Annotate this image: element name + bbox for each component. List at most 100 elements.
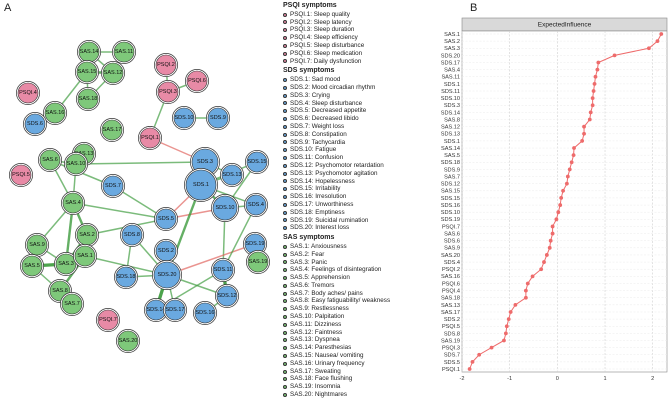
legend-item: SDS.2: Mood circadian rhythm (283, 84, 483, 92)
legend-item-label: SAS.10: Palpitation (290, 313, 345, 321)
ei-y-tick-label: SDS.8 (444, 331, 460, 337)
ei-y-tick-label: SDS.9 (444, 167, 460, 173)
legend-dot-icon (283, 353, 287, 358)
network-edge (72, 202, 167, 220)
node-label: SAS.7 (64, 301, 80, 307)
legend-item-label: SAS.7: Body aches/ pains (290, 289, 363, 297)
legend-item-label: PSQI.1: Sleep quality (290, 10, 350, 18)
legend-dot-icon (283, 226, 287, 231)
legend-item-label: SDS.8: Constipation (290, 130, 347, 138)
legend-item-label: SAS.3: Panic (290, 258, 328, 266)
ei-y-tick-label: SDS.13 (441, 132, 460, 138)
legend-item: SDS.3: Crying (283, 92, 483, 100)
ei-x-tick-label: 1 (603, 376, 606, 382)
network-node-sas-9: SAS.9 (25, 233, 49, 257)
network-node-sas-7: SAS.7 (60, 292, 84, 316)
ei-y-tick-label: SDS.17 (441, 60, 460, 66)
legend-item: SDS.7: Weight loss (283, 123, 483, 131)
legend-item: SAS.15: Nausea/ vomiting (283, 352, 483, 360)
ei-point-sds-2 (506, 317, 511, 322)
legend-item-label: SDS.1: Sad mood (290, 76, 341, 84)
network-node-psqi-6: PSQI.6 (185, 69, 209, 93)
node-disc (212, 259, 234, 281)
ei-y-tick-label: SAS.18 (441, 296, 460, 302)
legend-item: PSQI.3: Sleep duration (283, 26, 483, 34)
ei-point-sds-14 (588, 110, 593, 115)
legend-item-label: SAS.2: Fear (290, 250, 325, 258)
ei-point-sds-13 (582, 131, 586, 136)
ei-point-sas-11 (593, 74, 598, 79)
legend-item: SAS.3: Panic (283, 259, 483, 267)
ei-y-tick-label: SAS.15 (441, 189, 460, 195)
legend-item: PSQI.6: Sleep medication (283, 50, 483, 58)
legend-item: SAS.17: Sweating (283, 368, 483, 376)
network-edge (166, 243, 256, 276)
node-disc (101, 119, 123, 141)
legend-item: SAS.13: Dyspnea (283, 336, 483, 344)
ei-point-sds-8 (503, 331, 508, 336)
legend-item-label: SDS.17: Unworthiness (290, 200, 354, 208)
node-disc (157, 81, 179, 103)
ei-y-tick-label: SDS.6 (444, 239, 460, 245)
ei-y-tick-label: SAS.5 (444, 153, 460, 159)
ei-y-tick-label: SAS.17 (441, 310, 460, 316)
node-label: SAS.19 (249, 259, 268, 265)
ei-title: ExpectedInfluence (538, 22, 592, 29)
node-disc (115, 266, 137, 288)
node-disc (185, 169, 217, 201)
legend-item-label: SAS.11: Dizziness (290, 320, 342, 328)
node-label: SAS.8 (52, 288, 68, 294)
legend-item: SDS.5: Decreased appetite (283, 107, 483, 115)
legend-dot-icon (283, 101, 287, 106)
network-node-sds-6: SDS.6 (23, 112, 47, 136)
node-label: SAS.4 (65, 200, 81, 206)
node-label: SAS.3 (58, 261, 74, 267)
network-edge (222, 204, 257, 271)
node-label: SDS.2 (158, 248, 174, 254)
node-label: PSQI.1 (141, 135, 159, 141)
legend-dot-icon (283, 12, 287, 17)
node-label: SDS.15 (248, 159, 267, 165)
ei-y-tick-label: SDS.1 (444, 139, 460, 145)
node-label: SAS.6 (42, 157, 58, 163)
node-label: SAS.5 (24, 263, 40, 269)
legend-item: SDS.12: Psychomotor retardation (283, 162, 483, 170)
legend-item: SAS.6: Tremors (283, 282, 483, 290)
ei-point-sds-5 (470, 359, 475, 364)
network-node-sas-1: SAS.1 (73, 244, 97, 268)
ei-y-tick-label: SDS.18 (441, 160, 460, 166)
node-disc (10, 164, 32, 186)
node-label: SAS.16 (46, 110, 65, 116)
node-disc (74, 245, 96, 267)
legend-item-label: PSQI.7: Daily dysfunction (290, 57, 362, 65)
ei-y-tick-label: PSQI.5 (442, 324, 460, 330)
network-node-sds-8: SDS.8 (120, 223, 144, 247)
legend-item-label: SDS.18: Emptiness (290, 208, 345, 216)
ei-y-tick-label: SAS.9 (444, 246, 460, 252)
legend-item-label: PSQI.3: Sleep duration (290, 26, 355, 34)
node-disc (102, 62, 124, 84)
legend-dot-icon (283, 85, 287, 90)
ei-point-psqi-7 (550, 224, 555, 229)
legend-item-label: PSQI.5: Sleep disturbance (290, 41, 365, 49)
legend-section-title: SAS symptoms (283, 234, 335, 242)
network-node-sas-18: SAS.18 (76, 87, 100, 111)
ei-y-tick-label: SDS.2 (444, 317, 460, 323)
legend-dot-icon (283, 252, 287, 257)
node-label: SAS.14 (80, 49, 99, 55)
ei-point-sds-18 (569, 160, 574, 165)
node-disc (164, 299, 186, 321)
node-disc (186, 70, 208, 92)
network-node-sds-7: SDS.7 (101, 174, 125, 198)
legend-item-label: PSQI.2: Sleep latency (290, 18, 352, 26)
legend-item: SDS.4: Sleep disturbance (283, 100, 483, 108)
legend-item-label: SAS.19: Insomnia (290, 383, 341, 391)
node-label: SDS.13 (223, 172, 242, 178)
legend-dot-icon (283, 314, 287, 319)
legend-dot-icon (283, 117, 287, 122)
ei-y-tick-label: SDS.10 (441, 210, 460, 216)
node-disc (121, 224, 143, 246)
node-label: SAS.15 (78, 69, 97, 75)
node-label: SDS.17 (166, 307, 185, 313)
legend-dot-icon (283, 140, 287, 145)
